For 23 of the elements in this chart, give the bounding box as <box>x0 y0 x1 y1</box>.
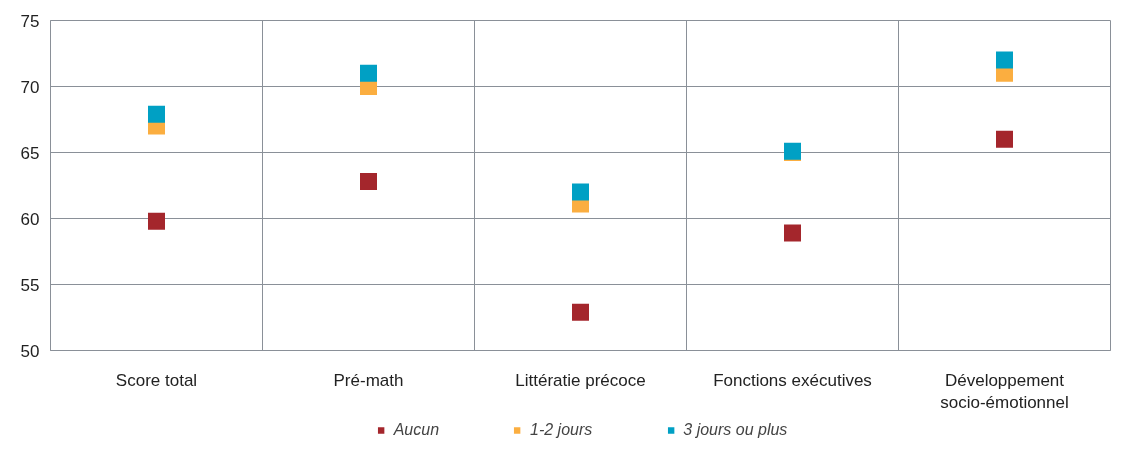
point <box>148 212 165 230</box>
point <box>148 105 165 123</box>
y-tick-label: 70 <box>20 77 40 97</box>
y-tick-label: 55 <box>20 275 40 295</box>
point <box>996 51 1013 69</box>
legend-label: Aucun <box>393 421 440 439</box>
point <box>572 303 589 321</box>
x-tick-label: Fonctions exécutives <box>713 370 872 390</box>
point <box>996 130 1013 148</box>
point <box>572 183 589 201</box>
y-tick-label: 50 <box>20 341 40 361</box>
point <box>784 224 801 242</box>
y-tick-label: 75 <box>20 11 40 31</box>
x-tick-label: Score total <box>115 370 198 390</box>
point <box>360 64 377 82</box>
x-tick-label: Littératie précoce <box>515 370 646 390</box>
x-tick-label: Développement socio-émotionnel <box>940 370 1069 413</box>
legend-label: 3 jours ou plus <box>683 421 788 439</box>
point <box>360 173 377 191</box>
x-tick-label: Pré-math <box>333 370 404 390</box>
y-tick-label: 60 <box>20 209 40 229</box>
y-tick-label: 65 <box>20 143 40 163</box>
legend-label: 1-2 jours <box>530 421 593 439</box>
